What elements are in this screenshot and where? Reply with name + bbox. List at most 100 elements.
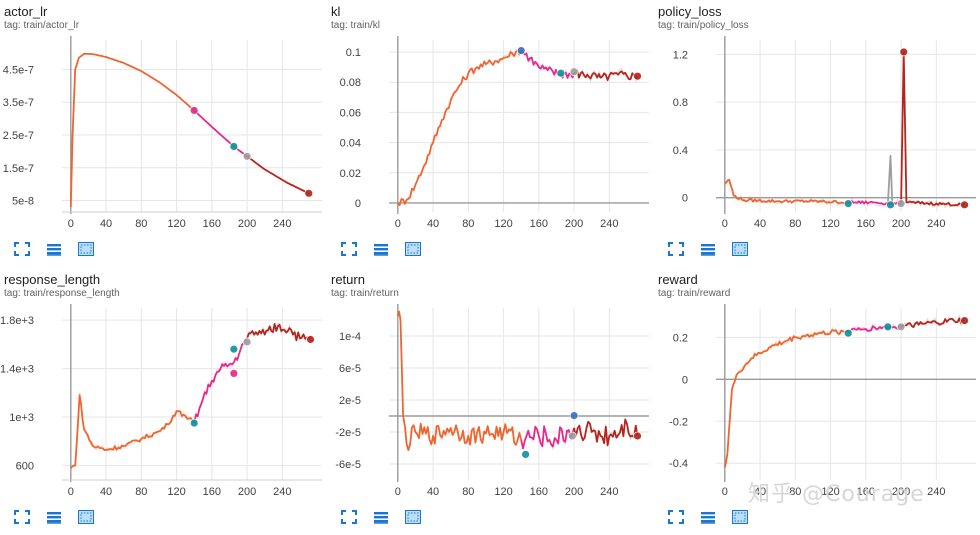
expand-chart-icon[interactable] bbox=[403, 509, 423, 525]
x-tick-label: 200 bbox=[892, 218, 910, 230]
x-tick-label: 240 bbox=[927, 218, 945, 230]
expand-chart-icon[interactable] bbox=[76, 241, 96, 257]
fit-domain-icon[interactable] bbox=[339, 241, 359, 257]
y-tick-label: 1.4e+3 bbox=[0, 364, 34, 376]
series-marker bbox=[242, 337, 252, 347]
series-marker bbox=[633, 431, 642, 441]
x-tick-label: 0 bbox=[722, 218, 728, 230]
x-tick-label: 40 bbox=[427, 486, 439, 498]
x-tick-label: 40 bbox=[100, 218, 112, 230]
series-line-pink bbox=[520, 425, 575, 450]
series-raw-line bbox=[847, 321, 902, 337]
chart-panel-reward: reward tag: train/reward 0 40 80 120 160 200 240… bbox=[654, 268, 980, 535]
expand-chart-icon[interactable] bbox=[730, 241, 750, 257]
series-raw-line bbox=[724, 325, 849, 466]
chart-toolbar bbox=[666, 508, 750, 526]
x-tick-label: 120 bbox=[494, 218, 512, 230]
x-tick-label: 80 bbox=[462, 218, 474, 230]
x-tick-label: 160 bbox=[857, 486, 875, 498]
chart-tag: tag: train/actor_lr bbox=[4, 20, 80, 31]
series-marker bbox=[960, 316, 969, 325]
y-tick-label: 6e-5 bbox=[339, 363, 361, 375]
fit-domain-icon[interactable] bbox=[339, 509, 359, 525]
series-marker bbox=[189, 418, 199, 428]
series-marker bbox=[886, 200, 895, 210]
x-tick-label: 200 bbox=[238, 486, 256, 498]
y-tick-label: 0.4 bbox=[673, 145, 688, 157]
watermark: 知乎 @Courage bbox=[748, 482, 925, 507]
y-tick-label: 0.2 bbox=[673, 332, 688, 344]
series-line-orange bbox=[397, 50, 523, 207]
x-tick-label: 160 bbox=[857, 218, 875, 230]
series-marker bbox=[521, 449, 531, 459]
series-marker bbox=[567, 431, 577, 441]
fit-domain-icon[interactable] bbox=[12, 241, 32, 257]
series-line-orange bbox=[723, 328, 849, 468]
x-tick-label: 40 bbox=[754, 486, 766, 498]
x-tick-label: 120 bbox=[821, 218, 839, 230]
chart-plot[interactable]: 0 40 80 120 160 200 240 -6e-5 -2e-5 2e-5 6e-5 1e-4 bbox=[327, 302, 653, 502]
series-marker bbox=[896, 322, 906, 332]
toggle-log-scale-icon[interactable] bbox=[371, 509, 391, 525]
x-tick-label: 120 bbox=[494, 486, 512, 498]
x-tick-label: 120 bbox=[167, 218, 185, 230]
y-tick-label: 0 bbox=[355, 198, 361, 210]
chart-toolbar bbox=[339, 240, 423, 258]
x-tick-label: 0 bbox=[395, 218, 401, 230]
y-tick-label: 0.08 bbox=[340, 77, 361, 89]
fit-domain-icon[interactable] bbox=[12, 509, 32, 525]
x-tick-label: 200 bbox=[565, 486, 583, 498]
expand-chart-icon[interactable] bbox=[76, 509, 96, 525]
toggle-log-scale-icon[interactable] bbox=[698, 241, 718, 257]
expand-chart-icon[interactable] bbox=[403, 241, 423, 257]
toggle-log-scale-icon[interactable] bbox=[44, 241, 64, 257]
x-tick-label: 240 bbox=[273, 218, 291, 230]
fit-domain-icon[interactable] bbox=[666, 509, 686, 525]
series-line-darkred bbox=[900, 317, 965, 329]
series-marker bbox=[569, 67, 579, 77]
y-tick-label: -0.4 bbox=[669, 458, 688, 470]
series-line-darkred bbox=[900, 50, 965, 207]
series-marker bbox=[896, 199, 906, 209]
series-marker bbox=[306, 335, 315, 344]
chart-panel-policy-loss: policy_loss tag: train/policy_loss 0 40 80 12… bbox=[654, 0, 980, 267]
x-tick-label: 120 bbox=[821, 486, 839, 498]
toggle-log-scale-icon[interactable] bbox=[371, 241, 391, 257]
chart-plot[interactable]: 0 40 80 120 160 200 240 0 0.4 0.8 1.2 bbox=[654, 34, 980, 234]
expand-chart-icon[interactable] bbox=[730, 509, 750, 525]
chart-plot[interactable]: 0 40 80 120 160 200 240 600 1e+3 1.4e+3 1.8e+3 bbox=[0, 302, 326, 502]
y-tick-label: 0.06 bbox=[340, 107, 361, 119]
chart-toolbar bbox=[666, 240, 750, 258]
fit-domain-icon[interactable] bbox=[666, 241, 686, 257]
series-line-darkred bbox=[573, 69, 639, 81]
x-tick-label: 240 bbox=[600, 218, 618, 230]
y-tick-label: 2.5e-7 bbox=[3, 130, 34, 142]
series-marker bbox=[569, 411, 579, 420]
y-tick-label: -0.2 bbox=[669, 416, 688, 428]
x-tick-label: 0 bbox=[395, 486, 401, 498]
series-marker bbox=[633, 71, 642, 81]
chart-tag: tag: train/response_length bbox=[4, 288, 120, 299]
x-tick-label: 40 bbox=[754, 218, 766, 230]
chart-panel-response-length: response_length tag: train/response_lengt… bbox=[0, 268, 326, 535]
x-tick-label: 80 bbox=[135, 218, 147, 230]
series-marker bbox=[960, 200, 969, 210]
chart-plot[interactable]: 0 40 80 120 160 200 240 -0.4 -0.2 0 0.2 bbox=[654, 302, 980, 502]
chart-panel-actor-lr: actor_lr tag: train/actor_lr 0 40 80 120 160 20… bbox=[0, 0, 326, 267]
y-tick-label: -2e-5 bbox=[335, 427, 361, 439]
toggle-log-scale-icon[interactable] bbox=[698, 509, 718, 525]
toggle-log-scale-icon[interactable] bbox=[44, 509, 64, 525]
x-tick-label: 40 bbox=[100, 486, 112, 498]
y-tick-label: 0.04 bbox=[340, 138, 361, 150]
x-tick-label: 0 bbox=[68, 486, 74, 498]
chart-plot[interactable]: 0 40 80 120 160 200 240 0 0.02 0.04 0.06 0.08 0.1 bbox=[327, 34, 653, 234]
series-raw-line bbox=[397, 310, 522, 451]
x-tick-label: 200 bbox=[238, 218, 256, 230]
chart-panel-return: return tag: train/return 0 40 80 120 160 200 240… bbox=[327, 268, 653, 535]
chart-title: kl bbox=[331, 4, 341, 19]
chart-toolbar bbox=[12, 240, 96, 258]
series-raw-line bbox=[397, 47, 522, 205]
chart-plot[interactable]: 0 40 80 120 160 200 240 5e-8 1.5e-7 2.5e-7 3.5e-7 4… bbox=[0, 34, 326, 234]
x-tick-label: 160 bbox=[530, 218, 548, 230]
y-tick-label: 3.5e-7 bbox=[3, 97, 34, 109]
